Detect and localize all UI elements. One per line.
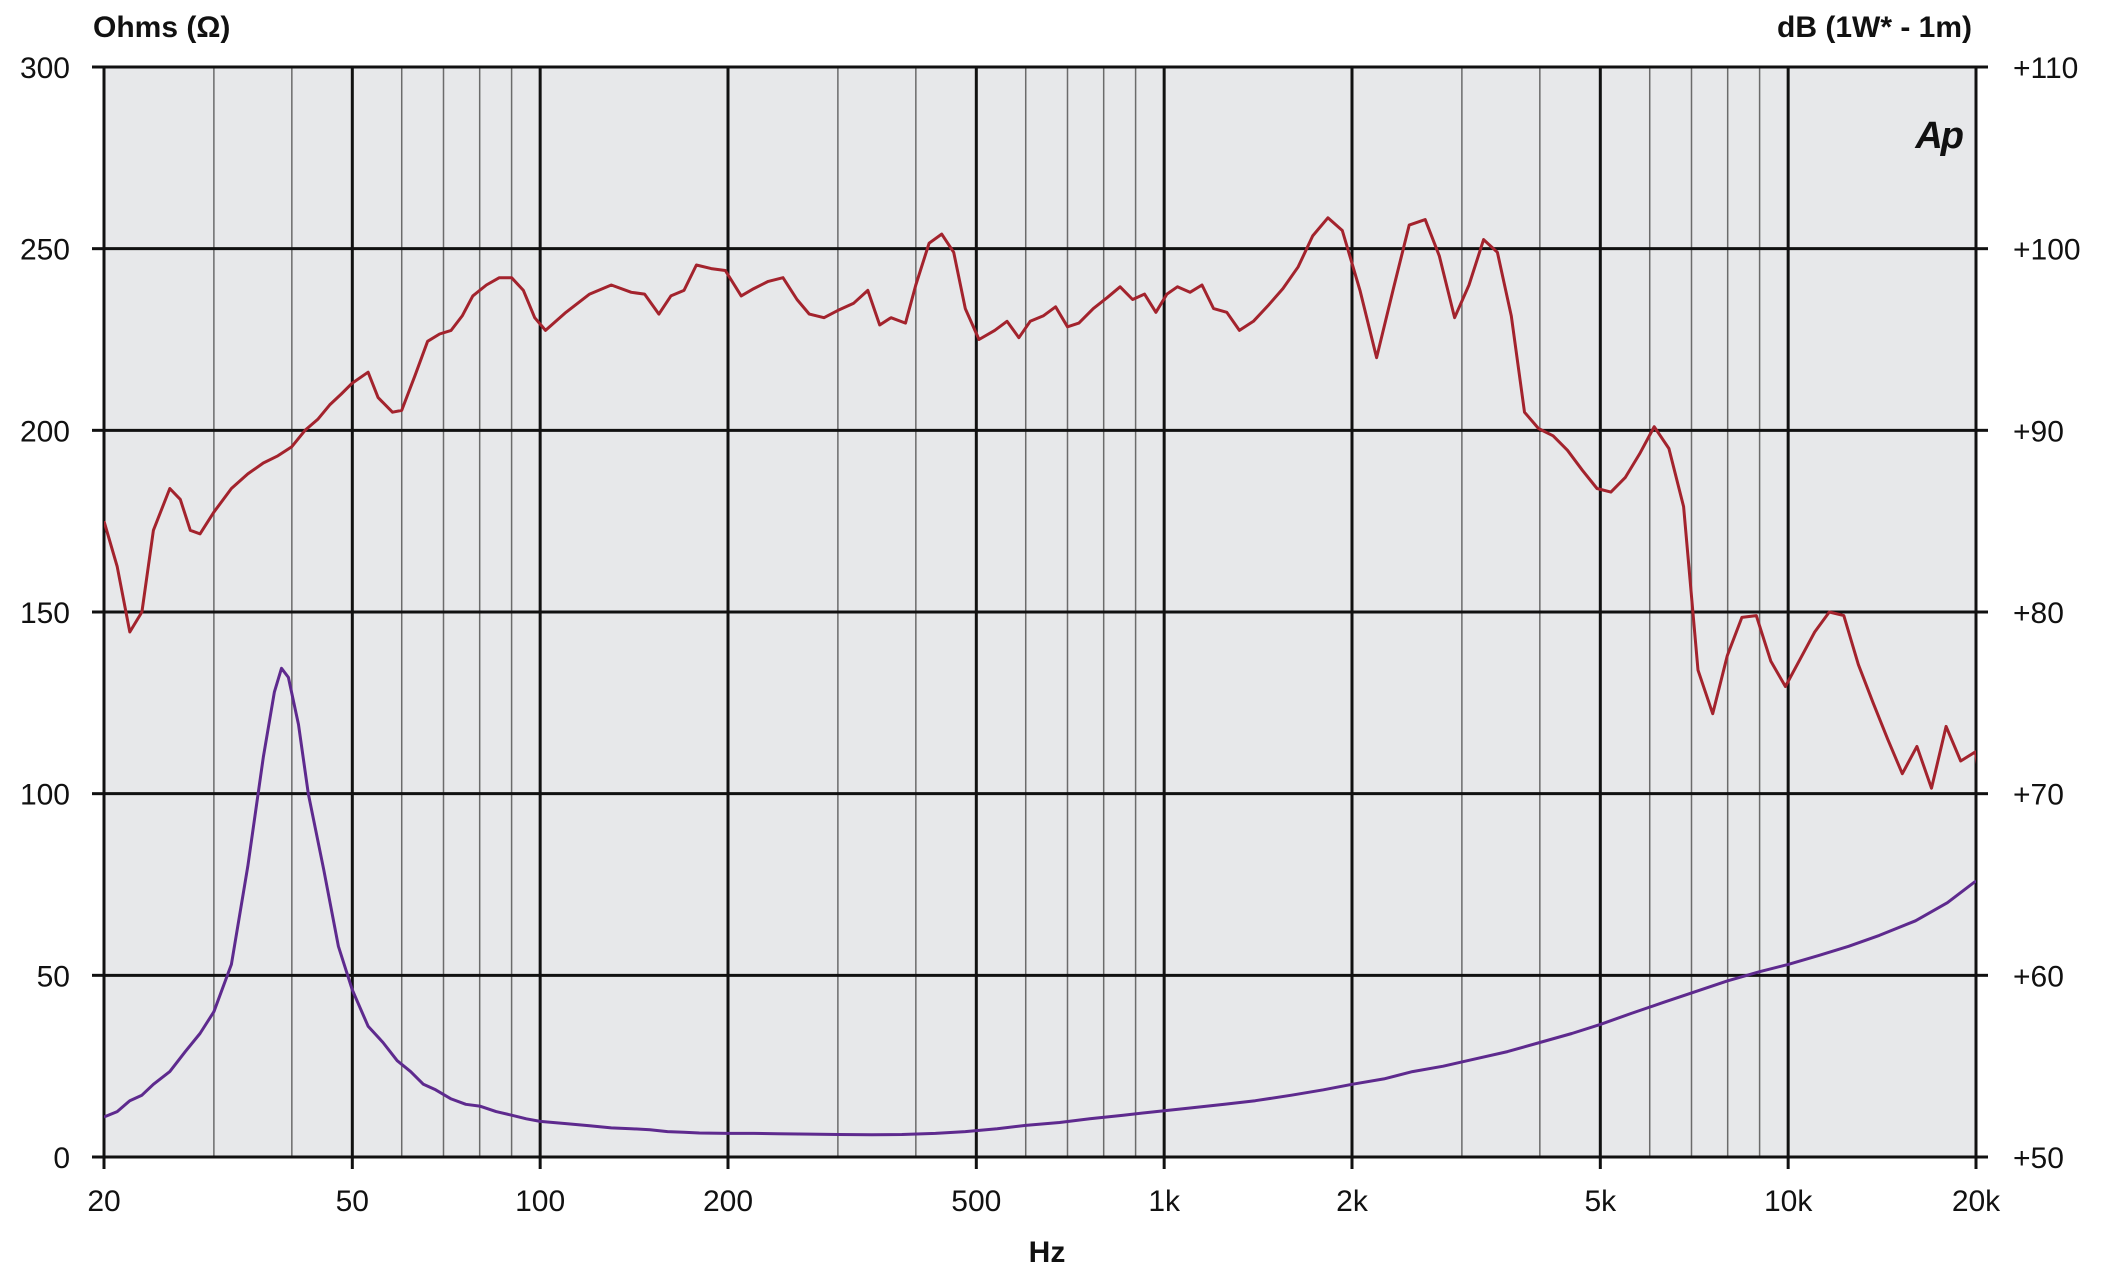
right-tick-label: +80	[2013, 597, 2064, 630]
x-tick-label: 1k	[1148, 1185, 1181, 1218]
x-tick-label: 10k	[1764, 1185, 1813, 1218]
axis-ticks	[92, 65, 1988, 1169]
tick-labels: 20 50 100 200 500 1k 2k 5k 10k 20k 0 50 100 150 200 250…	[20, 52, 2081, 1218]
x-tick-label: 20k	[1952, 1185, 2001, 1218]
spl-response-line	[104, 216, 1976, 790]
x-tick-label: 100	[515, 1185, 565, 1218]
ap-logo: Ap	[1914, 115, 1962, 157]
x-tick-label: 5k	[1584, 1185, 1617, 1218]
right-tick-label: +70	[2013, 779, 2064, 812]
impedance-line	[104, 666, 1976, 1137]
left-tick-label: 200	[20, 415, 70, 448]
x-tick-label: 50	[336, 1185, 369, 1218]
left-tick-label: 100	[20, 779, 70, 812]
x-tick-label: 20	[87, 1185, 120, 1218]
x-axis-title: Hz	[1029, 1236, 1066, 1269]
left-tick-label: 0	[53, 1142, 70, 1175]
right-tick-label: +100	[2013, 234, 2081, 267]
x-tick-label: 200	[703, 1185, 753, 1218]
x-tick-label: 500	[951, 1185, 1001, 1218]
right-tick-label: +110	[2013, 52, 2078, 85]
right-tick-label: +50	[2013, 1142, 2064, 1175]
left-tick-label: 250	[20, 234, 70, 267]
left-axis-title: Ohms (Ω)	[93, 11, 230, 44]
data-series	[104, 216, 1976, 1137]
right-axis-title: dB (1W* - 1m)	[1777, 11, 1972, 44]
right-tick-label: +60	[2013, 960, 2064, 993]
left-tick-label: 50	[37, 960, 70, 993]
x-tick-label: 2k	[1336, 1185, 1369, 1218]
left-tick-label: 300	[20, 52, 70, 85]
left-tick-label: 150	[20, 597, 70, 630]
right-tick-label: +90	[2013, 415, 2064, 448]
